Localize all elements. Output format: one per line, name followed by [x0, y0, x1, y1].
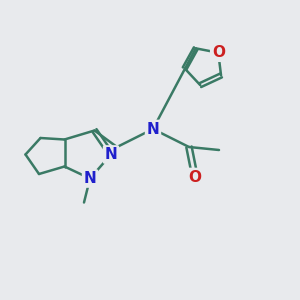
- Text: O: O: [212, 45, 225, 60]
- Text: N: N: [84, 171, 96, 186]
- Text: O: O: [188, 169, 202, 184]
- Text: N: N: [105, 147, 117, 162]
- Text: N: N: [147, 122, 159, 136]
